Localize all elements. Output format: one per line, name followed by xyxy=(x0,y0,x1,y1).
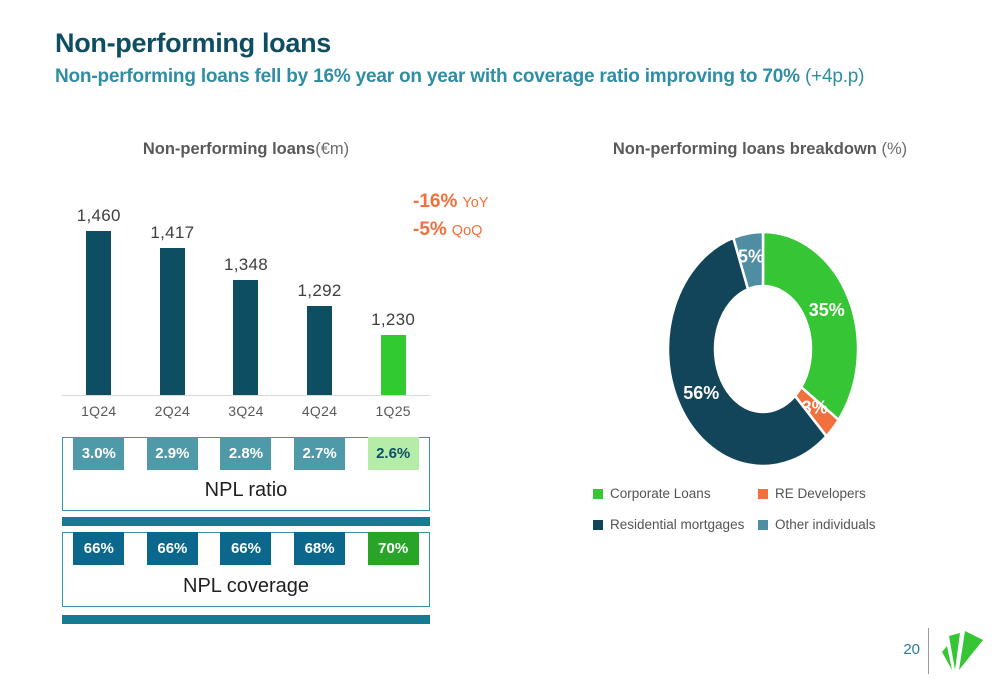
slice-label: 56% xyxy=(683,383,719,403)
donut-slice-residential-mortgages xyxy=(666,236,828,468)
bar xyxy=(159,248,185,395)
bar xyxy=(233,280,259,395)
legend-swatch xyxy=(593,519,603,530)
bar xyxy=(86,231,112,395)
metric-cell: 66% xyxy=(220,532,272,565)
donut-legend: Corporate Loans RE Developers Residential … xyxy=(593,486,876,532)
bar-column: 1,348 xyxy=(209,206,283,395)
bar-x-labels: 1Q24 2Q24 3Q24 4Q24 1Q25 xyxy=(62,403,430,419)
npl-ratio-label: NPL ratio xyxy=(204,479,288,501)
slide-header: Non-performing loans Non-performing loan… xyxy=(55,28,955,88)
legend-label: Corporate Loans xyxy=(610,486,711,501)
bar-value-label: 1,460 xyxy=(76,206,121,225)
npl-coverage-label: NPL coverage xyxy=(183,574,309,597)
legend-label: RE Developers xyxy=(775,486,866,501)
metric-cell: 2.7% xyxy=(294,437,346,470)
page-title: Non-performing loans xyxy=(55,28,331,58)
subtitle-main: Non-performing loans fell by 16% year on… xyxy=(55,66,800,87)
annotation-value: -5% xyxy=(413,218,447,240)
x-axis-label: 1Q24 xyxy=(81,403,117,419)
donut-chart-title-unit: (%) xyxy=(876,140,908,158)
metric-cell: 68% xyxy=(294,532,346,565)
legend-item-corporate-loans: Corporate Loans xyxy=(593,486,758,501)
bar xyxy=(380,335,406,395)
npl-ratio-cells: 3.0% 2.9% 2.8% 2.7% 2.6% xyxy=(62,437,430,470)
metric-cell: 66% xyxy=(73,532,125,565)
donut-slice-corporate-loans xyxy=(761,230,860,422)
bar-value-label: 1,348 xyxy=(223,255,268,274)
donut-chart-title: Non-performing loans breakdown (%) xyxy=(560,140,960,159)
x-axis-label: 3Q24 xyxy=(228,403,264,419)
npl-coverage-box: 66% 66% 66% 68% 70% NPL coverage xyxy=(62,532,430,607)
bar-chart-title: Non-performing loans(€m) xyxy=(62,140,430,159)
metric-cell: 3.0% xyxy=(73,437,125,470)
donut-slice-other-individuals xyxy=(732,230,765,291)
bar xyxy=(307,306,333,395)
slide-subtitle: Non-performing loans fell by 16% year on… xyxy=(55,66,955,88)
change-annotation: -16% YoY xyxy=(413,188,488,216)
slice-label: 5% xyxy=(738,247,764,267)
bar-column: 1,417 xyxy=(136,206,210,395)
npl-bar-chart-panel: Non-performing loans(€m) 1,460 1,417 1,348… xyxy=(62,140,430,650)
divider-bar-1 xyxy=(62,517,430,526)
bar-column: 1,292 xyxy=(283,206,357,395)
legend-swatch xyxy=(593,488,603,499)
x-axis-label: 4Q24 xyxy=(301,403,338,419)
legend-swatch xyxy=(758,488,768,499)
legend-label: Other individuals xyxy=(775,517,876,532)
donut-chart: 35%3%56%5% xyxy=(666,230,860,468)
legend-item-re-developers: RE Developers xyxy=(758,486,876,501)
bar-chart-title-main: Non-performing loans xyxy=(142,140,316,158)
npl-ratio-box: 3.0% 2.9% 2.8% 2.7% 2.6% NPL ratio xyxy=(62,437,430,511)
metric-cell: 2.6% xyxy=(367,437,419,470)
donut-chart-title-main: Non-performing loans breakdown xyxy=(612,140,877,158)
legend-swatch xyxy=(758,519,768,530)
bar-columns: 1,460 1,417 1,348 1,292 1,230 xyxy=(62,206,430,396)
footer-divider xyxy=(928,628,929,674)
x-axis-label: 1Q25 xyxy=(375,403,411,419)
annotation-value: -16% xyxy=(413,191,458,212)
logo-icon xyxy=(942,631,983,670)
subtitle-note: (+4p.p) xyxy=(804,66,865,87)
metric-cell: 66% xyxy=(146,532,198,565)
page-number: 20 xyxy=(903,641,920,658)
npl-breakdown-panel: Non-performing loans breakdown (%) 35% 3%… xyxy=(560,140,960,650)
annotation-period: QoQ xyxy=(451,222,483,239)
metric-cell: 2.9% xyxy=(146,437,198,470)
change-annotation: -5% QoQ xyxy=(413,216,488,244)
x-axis-label: 2Q24 xyxy=(154,403,191,419)
bar-value-label: 1,292 xyxy=(297,281,342,300)
bar-chart-title-unit: (€m) xyxy=(315,140,350,158)
bar-value-label: 1,417 xyxy=(150,223,195,242)
bar-column: 1,230 xyxy=(356,206,430,395)
yoy-qoq-annotations: -16% YoY -5% QoQ xyxy=(413,188,488,243)
metric-cell: 70% xyxy=(367,532,419,565)
slice-label: 35% xyxy=(809,300,845,320)
legend-item-residential-mortgages: Residential mortgages xyxy=(593,517,758,532)
bar-value-label: 1,230 xyxy=(371,310,416,329)
legend-item-other-individuals: Other individuals xyxy=(758,517,876,532)
divider-bar-2 xyxy=(62,615,430,624)
metric-cell: 2.8% xyxy=(220,437,272,470)
bar-column: 1,460 xyxy=(62,206,136,395)
annotation-period: YoY xyxy=(462,195,489,211)
npl-coverage-cells: 66% 66% 66% 68% 70% xyxy=(62,532,430,565)
legend-label: Residential mortgages xyxy=(610,517,745,532)
